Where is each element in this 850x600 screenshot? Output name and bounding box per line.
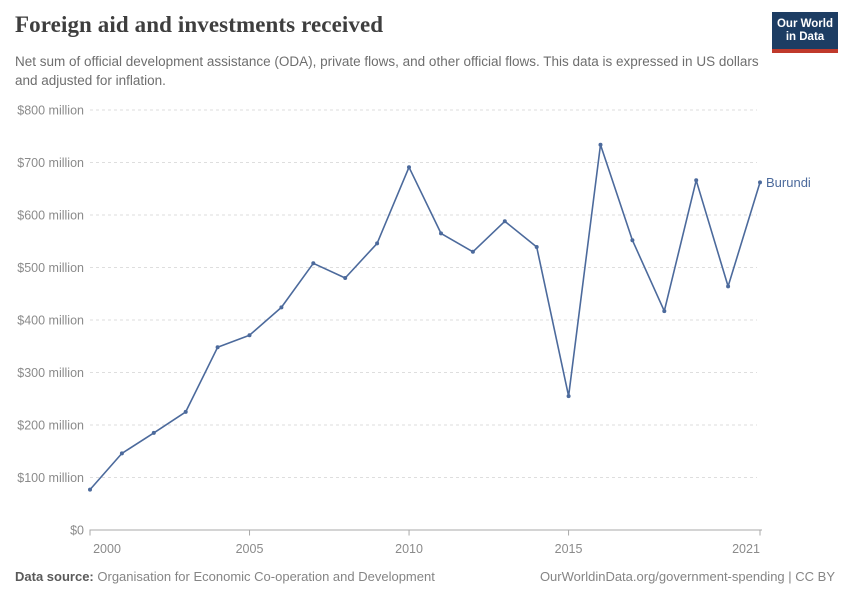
data-point[interactable] [662,309,667,314]
burundi-data-line[interactable] [89,143,761,491]
x-axis-tick-label: 2015 [555,542,583,556]
data-point[interactable] [470,249,475,254]
data-point[interactable] [343,276,348,280]
data-point[interactable] [88,487,92,492]
y-axis-tick-label: $100 million [17,471,84,485]
page-title: Foreign aid and investments received [15,12,384,37]
data-point[interactable] [439,231,443,236]
footer-link[interactable]: OurWorldinData.org/government-spending |… [539,569,835,584]
owid-logo[interactable]: Our World in Data [772,12,838,53]
data-point[interactable] [630,238,635,243]
y-axis-tick-label: $300 million [17,366,84,380]
data-point[interactable] [407,165,411,170]
data-point[interactable] [598,142,603,147]
x-axis-tick-label: 2010 [395,542,423,556]
x-axis-tick-label: 2005 [236,542,264,556]
owid-logo-line1: Our World [776,18,833,30]
y-axis-tick-label: $600 million [17,209,84,223]
data-source-value: Organisation for Economic Co-operation a… [97,569,435,584]
owid-logo-line2: in Data [785,31,825,43]
data-point[interactable] [726,284,731,289]
data-source-label: Data source: [15,569,94,584]
y-axis-tick-label: $700 million [17,156,84,170]
x-axis-tick-label: 2000 [93,542,121,556]
data-point[interactable] [183,409,188,414]
data-point[interactable] [311,261,316,266]
data-point[interactable] [215,345,220,350]
data-point[interactable] [502,219,507,224]
data-point[interactable] [247,333,252,338]
data-point[interactable] [375,241,380,246]
y-axis-tick-label: $200 million [17,419,84,433]
y-axis-tick-label: $400 million [17,314,84,328]
series-end-label[interactable]: Burundi [766,175,811,190]
chart-subtitle: Net sum of official development assistan… [15,54,759,88]
data-point[interactable] [534,245,539,249]
data-point[interactable] [566,394,571,399]
data-point[interactable] [279,305,284,310]
y-axis-tick-label: $0 [70,524,84,538]
x-axis-tick-label: 2021 [732,542,760,556]
data-point[interactable] [151,430,156,435]
y-axis-tick-label: $800 million [17,104,84,118]
data-point[interactable] [119,451,124,456]
data-source: Data source: Organisation for Economic C… [15,569,435,584]
data-point[interactable] [758,180,762,185]
data-point[interactable] [694,178,699,183]
y-axis-tick-label: $500 million [17,261,84,275]
